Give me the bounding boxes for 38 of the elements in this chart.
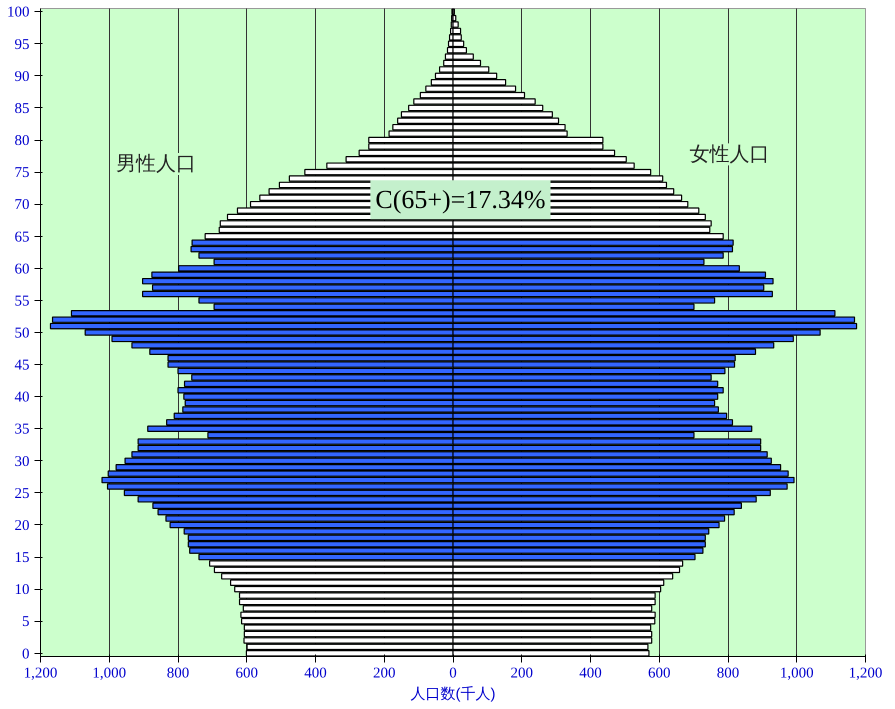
x-tick-label: 800 — [166, 666, 190, 682]
y-tick-label: 95 — [14, 36, 30, 53]
y-tick-label: 45 — [14, 358, 30, 374]
x-tick-label: 1,200 — [848, 666, 882, 682]
annotation: C(65+)=17.34% — [375, 185, 546, 214]
x-tick-label: 200 — [373, 666, 396, 682]
y-tick-label: 75 — [14, 165, 30, 182]
x-tick-label: 200 — [510, 666, 533, 682]
x-tick-label: 400 — [304, 666, 327, 682]
x-tick-label: 600 — [648, 666, 670, 682]
y-tick-label: 100 — [7, 4, 30, 21]
y-tick-label: 10 — [14, 582, 30, 598]
y-tick-label: 90 — [14, 68, 30, 85]
y-tick-label: 25 — [14, 486, 30, 502]
x-tick-label: 0 — [449, 666, 457, 682]
x-tick-label: 1,000 — [92, 666, 126, 682]
text: 男性人口 — [116, 153, 196, 176]
series-label: 女性人口 — [689, 143, 770, 166]
y-tick-label: 70 — [14, 197, 30, 214]
x-tick-label: 1,200 — [24, 666, 58, 682]
y-tick-label: 65 — [14, 229, 30, 246]
y-tick-label: 80 — [14, 133, 30, 150]
y-tick-label: 55 — [14, 293, 30, 310]
y-tick-label: 85 — [14, 100, 30, 117]
x-tick-label: 600 — [236, 666, 258, 682]
y-tick-label: 5 — [22, 614, 30, 630]
x-axis-title: 人口数(千人) — [410, 686, 496, 702]
y-tick-label: 40 — [14, 390, 30, 406]
y-tick-label: 35 — [14, 422, 30, 438]
y-tick-label: 0 — [22, 646, 30, 662]
y-tick-label: 30 — [14, 454, 30, 470]
y-tick-label: 15 — [14, 550, 30, 566]
x-tick-label: 800 — [716, 666, 740, 682]
y-tick-label: 60 — [14, 261, 30, 278]
x-tick-label: 1,000 — [780, 666, 814, 682]
y-tick-label: 20 — [14, 518, 30, 534]
x-tick-label: 400 — [579, 666, 602, 682]
y-tick-label: 50 — [14, 326, 30, 342]
